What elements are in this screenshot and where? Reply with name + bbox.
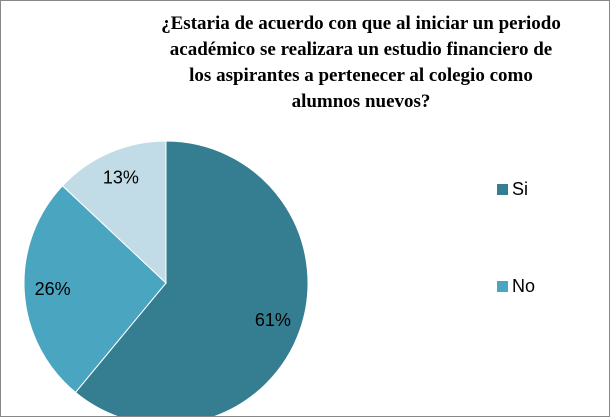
legend-label: Si — [512, 179, 528, 199]
data-label: 13% — [103, 167, 139, 187]
pie-slice — [74, 140, 309, 416]
legend-label: No — [512, 276, 535, 296]
legend-swatch — [497, 184, 508, 195]
data-label: 61% — [255, 310, 291, 330]
pie-slice — [61, 140, 167, 285]
chart-title: ¿Estaria de acuerdo con que al iniciar u… — [161, 13, 561, 112]
data-label: 26% — [35, 279, 71, 299]
pie-slice — [23, 185, 167, 394]
legend-swatch — [497, 281, 508, 292]
